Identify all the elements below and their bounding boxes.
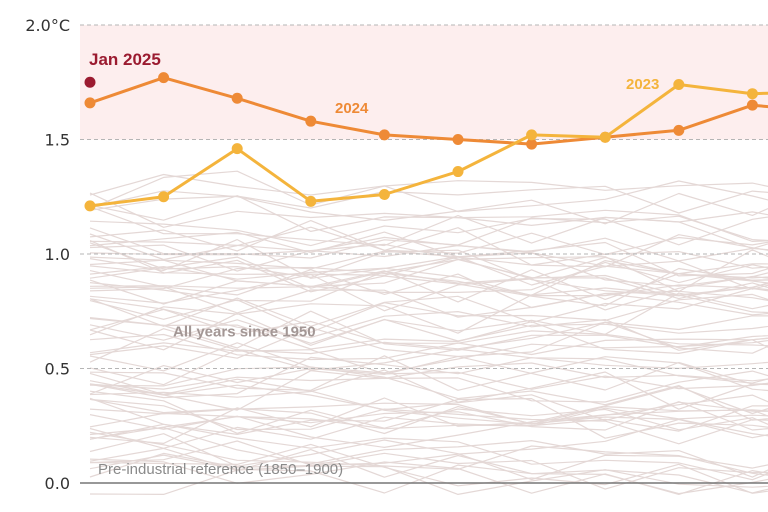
background-year-line [89,298,768,351]
y-tick-label: 2.0°C [25,16,70,35]
background-year-line [89,401,768,440]
series-label-2023: 2023 [626,76,659,93]
data-point-2024[interactable] [746,99,758,111]
y-tick-label: 0.0 [45,474,70,493]
data-point-2024[interactable] [673,124,685,136]
data-point-2023[interactable] [746,88,758,100]
background-year-line [89,287,768,336]
background-year-line [89,366,768,421]
data-point-2023[interactable] [158,191,170,203]
background-year-line [89,259,768,307]
background-year-line [89,443,768,494]
background-year-line [89,394,768,425]
data-point-2024[interactable] [305,115,317,127]
data-point-2023[interactable] [231,143,243,155]
background-year-line [89,220,768,268]
background-year-line [89,173,768,213]
background-year-line [89,293,768,333]
background-year-line [89,458,768,495]
data-series: 2024 2023 [84,72,768,212]
background-year-line [89,287,768,327]
data-point-2023[interactable] [378,188,390,200]
data-point-2024[interactable] [231,92,243,104]
background-year-line [89,249,768,305]
background-year-line [89,231,768,275]
series-label-2024: 2024 [335,100,369,117]
y-tick-label: 1.0 [45,245,70,264]
data-point-2023[interactable] [452,166,464,178]
data-point-2024[interactable] [378,129,390,141]
gridlines [80,24,768,484]
baseline-label: Pre-industrial reference (1850–1900) [98,461,343,478]
background-year-line [89,431,768,476]
background-year-line [89,321,768,359]
background-year-line [89,308,768,347]
y-tick-label: 1.5 [45,131,70,150]
y-axis-ticks: 0.0 0.5 1.0 1.5 2.0°C [25,16,70,493]
background-year-line [89,270,768,302]
background-year-line [89,398,768,437]
data-point-2024[interactable] [158,72,170,84]
background-year-line [89,372,768,425]
background-year-lines [89,170,768,495]
background-year-line [89,339,768,374]
background-year-line [89,405,768,432]
background-year-line [89,226,768,261]
background-year-line [89,266,768,297]
background-year-line [89,407,768,449]
background-year-line [89,242,768,297]
background-year-line [89,390,768,434]
background-year-line [89,185,768,214]
y-tick-label: 0.5 [45,360,70,379]
data-point-2024[interactable] [84,97,96,109]
background-year-line [89,192,768,250]
background-year-line [89,310,768,351]
background-year-line [89,273,768,312]
data-point-2023[interactable] [599,131,611,143]
highlight-point[interactable] [84,76,96,88]
background-year-line [89,447,768,495]
background-year-line [89,206,768,247]
data-point-2024[interactable] [526,138,538,150]
background-year-line [89,355,768,392]
background-year-line [89,269,768,316]
data-point-2024[interactable] [452,134,464,145]
background-year-line [89,465,768,495]
background-year-line [89,362,768,390]
data-point-2023[interactable] [305,195,317,207]
background-year-line [89,398,768,445]
background-year-line [89,342,768,390]
data-point-2023[interactable] [673,79,685,91]
background-year-line [89,315,768,363]
background-year-line [89,427,768,478]
data-point-2023[interactable] [84,200,96,212]
background-series-label: All years since 1950 [173,323,316,340]
background-year-line [89,369,768,410]
threshold-band [80,25,768,140]
background-year-line [89,423,768,481]
background-year-line [89,243,768,280]
highlight-label: Jan 2025 [89,50,161,69]
background-year-line [89,216,768,247]
background-year-line [89,170,768,210]
data-point-2023[interactable] [526,129,538,141]
background-year-line [89,356,768,399]
background-year-line [89,195,768,242]
